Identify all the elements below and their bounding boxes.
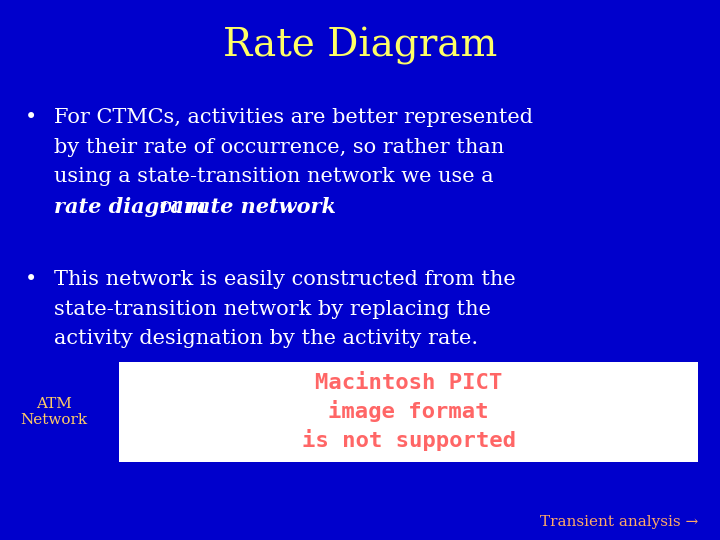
Text: •: • [25,108,37,127]
Text: Rate Diagram: Rate Diagram [222,27,498,65]
Text: activity designation by the activity rate.: activity designation by the activity rat… [54,329,478,348]
Text: or: or [153,197,189,216]
Text: by their rate of occurrence, so rather than: by their rate of occurrence, so rather t… [54,138,504,157]
Text: .: . [286,197,292,216]
Text: Transient analysis →: Transient analysis → [540,515,698,529]
Text: rate diagram: rate diagram [54,197,206,217]
Text: rate network: rate network [186,197,336,217]
Text: This network is easily constructed from the: This network is easily constructed from … [54,270,516,289]
Text: •: • [25,270,37,289]
FancyBboxPatch shape [119,362,698,462]
Text: Macintosh PICT
image format
is not supported: Macintosh PICT image format is not suppo… [302,373,516,451]
Text: For CTMCs, activities are better represented: For CTMCs, activities are better represe… [54,108,533,127]
Text: using a state-transition network we use a: using a state-transition network we use … [54,167,494,186]
Text: state-transition network by replacing the: state-transition network by replacing th… [54,300,491,319]
Text: ATM
Network: ATM Network [20,397,88,427]
